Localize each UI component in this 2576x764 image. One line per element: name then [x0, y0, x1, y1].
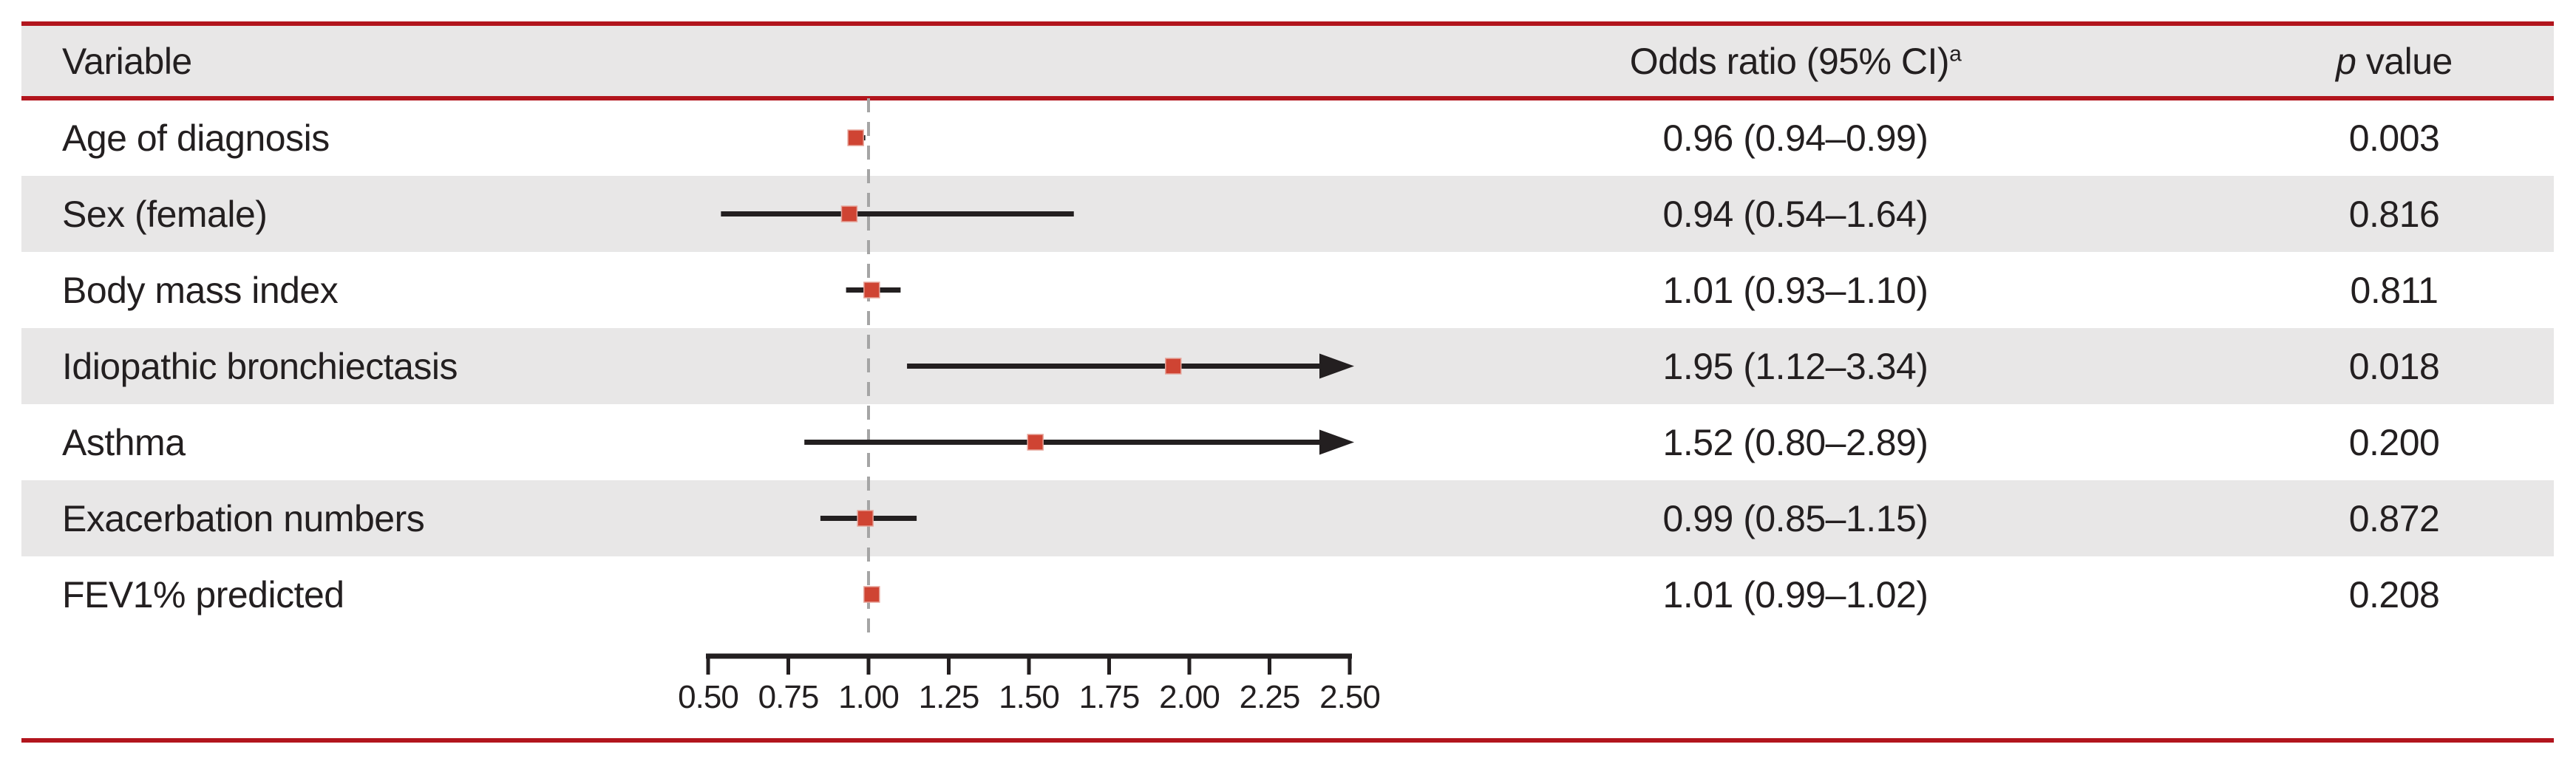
- variable-name-label: FEV1% predicted: [62, 573, 344, 615]
- bottom-rule: [21, 738, 2554, 743]
- odds-ratio-marker: [863, 282, 880, 299]
- variable-name-label: Asthma: [62, 421, 186, 463]
- table-row: Asthma 1.52 (0.80–2.89) 0.200: [21, 404, 2554, 480]
- odds-ratio-ci: 0.94 (0.54–1.64): [1574, 176, 2017, 252]
- p-value-label: 0.811: [2350, 269, 2439, 311]
- p-value-label: 0.003: [2348, 117, 2440, 159]
- p-value: 0.811: [2254, 252, 2535, 328]
- odds-ratio-marker: [840, 205, 858, 222]
- odds-ratio-ci: 1.52 (0.80–2.89): [1574, 404, 2017, 480]
- table-row: Exacerbation numbers 0.99 (0.85–1.15) 0.87…: [21, 480, 2554, 556]
- variable-name-label: Body mass index: [62, 269, 339, 311]
- column-header-variable-label: Variable: [62, 40, 192, 82]
- odds-ratio-ci: 1.95 (1.12–3.34): [1574, 328, 2017, 404]
- x-axis-tick-label: 1.00: [838, 679, 899, 715]
- x-axis-tick-label: 2.50: [1319, 679, 1380, 715]
- odds-ratio-ci: 0.99 (0.85–1.15): [1574, 480, 2017, 556]
- p-value: 0.208: [2254, 556, 2535, 632]
- table-row: Age of diagnosis 0.96 (0.94–0.99) 0.003: [21, 100, 2554, 176]
- p-value-label: 0.018: [2348, 345, 2440, 387]
- column-header-variable: Variable: [62, 26, 192, 96]
- odds-ratio-marker: [857, 510, 874, 527]
- variable-name: Exacerbation numbers: [62, 480, 425, 556]
- odds-ratio-ci-label: 0.99 (0.85–1.15): [1662, 497, 1928, 539]
- top-rule: [21, 21, 2554, 26]
- variable-name: Age of diagnosis: [62, 100, 330, 176]
- odds-ratio-ci-label: 0.94 (0.54–1.64): [1662, 193, 1928, 235]
- variable-name-label: Age of diagnosis: [62, 117, 330, 159]
- p-value: 0.200: [2254, 404, 2535, 480]
- table-header-row: Variable Odds ratio (95% CI)a p value: [21, 26, 2554, 96]
- odds-ratio-ci-label: 0.96 (0.94–0.99): [1662, 117, 1928, 159]
- variable-name: FEV1% predicted: [62, 556, 344, 632]
- x-axis-tick-label: 0.50: [678, 679, 738, 715]
- odds-ratio-ci: 1.01 (0.93–1.10): [1574, 252, 2017, 328]
- x-axis-tick-label: 2.25: [1240, 679, 1300, 715]
- column-header-odds-ratio-label: Odds ratio (95% CI)a: [1629, 40, 1962, 82]
- table-row: Sex (female) 0.94 (0.54–1.64) 0.816: [21, 176, 2554, 252]
- odds-ratio-ci-label: 1.95 (1.12–3.34): [1662, 345, 1928, 387]
- p-value: 0.003: [2254, 100, 2535, 176]
- variable-name-label: Idiopathic bronchiectasis: [62, 345, 458, 387]
- ci-clipped-arrowhead: [1319, 353, 1354, 379]
- ci-clipped-arrowhead: [1319, 429, 1354, 455]
- variable-name: Body mass index: [62, 252, 339, 328]
- variable-name: Asthma: [62, 404, 186, 480]
- table-row: Idiopathic bronchiectasis 1.95 (1.12–3.34…: [21, 328, 2554, 404]
- footnote-marker: a: [1949, 41, 1962, 66]
- x-axis-tick-label: 0.75: [758, 679, 819, 715]
- odds-ratio-ci-label: 1.52 (0.80–2.89): [1662, 421, 1928, 463]
- p-value: 0.816: [2254, 176, 2535, 252]
- odds-ratio-ci: 0.96 (0.94–0.99): [1574, 100, 2017, 176]
- p-value: 0.872: [2254, 480, 2535, 556]
- variable-name-label: Exacerbation numbers: [62, 497, 425, 539]
- variable-name: Sex (female): [62, 176, 268, 252]
- table-row: Body mass index 1.01 (0.93–1.10) 0.811: [21, 252, 2554, 328]
- column-header-odds-ratio: Odds ratio (95% CI)a: [1574, 26, 2017, 96]
- column-header-p-value: p value: [2254, 26, 2535, 96]
- p-value-label: 0.816: [2348, 193, 2440, 235]
- odds-ratio-ci-label: 1.01 (0.99–1.02): [1662, 573, 1928, 615]
- x-axis-tick-label: 1.25: [919, 679, 979, 715]
- odds-ratio-marker: [847, 129, 864, 146]
- odds-ratio-marker: [1165, 358, 1182, 375]
- p-value: 0.018: [2254, 328, 2535, 404]
- variable-name: Idiopathic bronchiectasis: [62, 328, 458, 404]
- x-axis-tick-label: 2.00: [1159, 679, 1220, 715]
- p-value-label: 0.872: [2348, 497, 2440, 539]
- variable-name-label: Sex (female): [62, 193, 268, 235]
- p-value-label: 0.208: [2348, 573, 2440, 615]
- odds-ratio-ci-label: 1.01 (0.93–1.10): [1662, 269, 1928, 311]
- odds-ratio-marker: [863, 586, 880, 603]
- column-header-p-value-label: p value: [2336, 40, 2453, 82]
- header-divider-rule: [21, 96, 2554, 100]
- p-value-label: 0.200: [2348, 421, 2440, 463]
- table-row: FEV1% predicted 1.01 (0.99–1.02) 0.208: [21, 556, 2554, 632]
- odds-ratio-ci: 1.01 (0.99–1.02): [1574, 556, 2017, 632]
- odds-ratio-marker: [1027, 434, 1044, 451]
- x-axis-tick-label: 1.75: [1079, 679, 1140, 715]
- x-axis-tick-label: 1.50: [999, 679, 1059, 715]
